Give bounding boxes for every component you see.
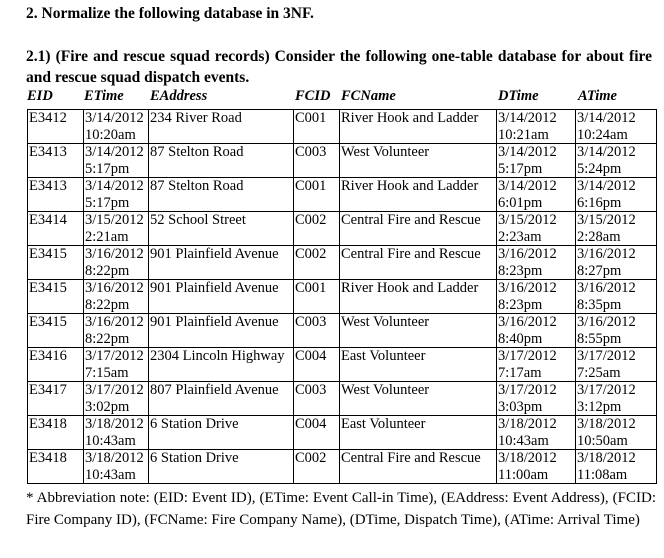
column-header-fcid: FCID xyxy=(295,88,331,104)
cell-eaddress: 6 Station Drive xyxy=(148,415,294,450)
section-heading: 2. Normalize the following database in 3… xyxy=(26,5,314,22)
cell-atime: 3/18/2012 11:08am xyxy=(575,449,657,484)
cell-etime: 3/18/2012 10:43am xyxy=(83,415,149,450)
cell-dtime: 3/14/2012 5:17pm xyxy=(496,143,576,178)
cell-dtime: 3/16/2012 8:40pm xyxy=(496,313,576,348)
column-header-atime: ATime xyxy=(578,88,617,104)
cell-fcid: C003 xyxy=(293,381,340,416)
question-intro: 2.1) (Fire and rescue squad records) Con… xyxy=(26,48,652,86)
cell-fcname: River Hook and Ladder xyxy=(339,279,497,314)
cell-etime: 3/17/2012 7:15am xyxy=(83,347,149,382)
cell-dtime: 3/14/2012 10:21am xyxy=(496,109,576,144)
table-row: E3412 3/14/2012 10:20am 234 River Road C001… xyxy=(27,109,657,144)
cell-eid: E3415 xyxy=(27,245,84,280)
cell-fcname: West Volunteer xyxy=(339,381,497,416)
cell-fcname: Central Fire and Rescue xyxy=(339,449,497,484)
table-row: E3415 3/16/2012 8:22pm 901 Plainfield Aven… xyxy=(27,245,657,280)
cell-eaddress: 901 Plainfield Avenue xyxy=(148,245,294,280)
cell-atime: 3/14/2012 5:24pm xyxy=(575,143,657,178)
cell-eid: E3413 xyxy=(27,143,84,178)
cell-dtime: 3/17/2012 7:17am xyxy=(496,347,576,382)
cell-fcid: C001 xyxy=(293,279,340,314)
cell-atime: 3/17/2012 7:25am xyxy=(575,347,657,382)
cell-eid: E3416 xyxy=(27,347,84,382)
cell-dtime: 3/18/2012 10:43am xyxy=(496,415,576,450)
cell-eid: E3418 xyxy=(27,415,84,450)
cell-fcid: C002 xyxy=(293,211,340,246)
cell-fcname: Central Fire and Rescue xyxy=(339,211,497,246)
cell-etime: 3/14/2012 5:17pm xyxy=(83,143,149,178)
cell-dtime: 3/16/2012 8:23pm xyxy=(496,245,576,280)
cell-fcname: West Volunteer xyxy=(339,143,497,178)
cell-etime: 3/18/2012 10:43am xyxy=(83,449,149,484)
cell-fcid: C004 xyxy=(293,415,340,450)
cell-atime: 3/16/2012 8:55pm xyxy=(575,313,657,348)
column-header-etime: ETime xyxy=(84,88,124,104)
cell-dtime: 3/15/2012 2:23am xyxy=(496,211,576,246)
cell-etime: 3/14/2012 5:17pm xyxy=(83,177,149,212)
table-row: E3417 3/17/2012 3:02pm 807 Plainfield Aven… xyxy=(27,381,657,416)
cell-atime: 3/18/2012 10:50am xyxy=(575,415,657,450)
column-header-eid: EID xyxy=(27,88,53,104)
table-row: E3418 3/18/2012 10:43am 6 Station Drive C00… xyxy=(27,449,657,484)
cell-fcid: C003 xyxy=(293,143,340,178)
cell-eid: E3413 xyxy=(27,177,84,212)
cell-etime: 3/16/2012 8:22pm xyxy=(83,279,149,314)
cell-dtime: 3/16/2012 8:23pm xyxy=(496,279,576,314)
column-header-dtime: DTime xyxy=(498,88,539,104)
cell-eid: E3412 xyxy=(27,109,84,144)
cell-eaddress: 52 School Street xyxy=(148,211,294,246)
cell-fcid: C001 xyxy=(293,177,340,212)
cell-fcname: River Hook and Ladder xyxy=(339,109,497,144)
cell-atime: 3/15/2012 2:28am xyxy=(575,211,657,246)
cell-fcid: C003 xyxy=(293,313,340,348)
abbreviation-note: * Abbreviation note: (EID: Event ID), (E… xyxy=(26,490,656,528)
cell-fcname: East Volunteer xyxy=(339,347,497,382)
table-row: E3413 3/14/2012 5:17pm 87 Stelton Road C003… xyxy=(27,143,657,178)
cell-fcname: West Volunteer xyxy=(339,313,497,348)
cell-etime: 3/16/2012 8:22pm xyxy=(83,245,149,280)
cell-eaddress: 2304 Lincoln Highway xyxy=(148,347,294,382)
cell-fcname: River Hook and Ladder xyxy=(339,177,497,212)
column-header-eaddress: EAddress xyxy=(150,88,208,104)
cell-eid: E3415 xyxy=(27,279,84,314)
cell-fcid: C002 xyxy=(293,245,340,280)
cell-atime: 3/14/2012 6:16pm xyxy=(575,177,657,212)
cell-fcid: C002 xyxy=(293,449,340,484)
column-header-fcname: FCName xyxy=(341,88,396,104)
table-row: E3415 3/16/2012 8:22pm 901 Plainfield Aven… xyxy=(27,313,657,348)
cell-eaddress: 901 Plainfield Avenue xyxy=(148,279,294,314)
cell-eaddress: 6 Station Drive xyxy=(148,449,294,484)
table-row: E3418 3/18/2012 10:43am 6 Station Drive C00… xyxy=(27,415,657,450)
cell-eaddress: 807 Plainfield Avenue xyxy=(148,381,294,416)
cell-etime: 3/14/2012 10:20am xyxy=(83,109,149,144)
cell-atime: 3/16/2012 8:27pm xyxy=(575,245,657,280)
cell-fcid: C004 xyxy=(293,347,340,382)
cell-eid: E3414 xyxy=(27,211,84,246)
table-row: E3413 3/14/2012 5:17pm 87 Stelton Road C001… xyxy=(27,177,657,212)
cell-atime: 3/16/2012 8:35pm xyxy=(575,279,657,314)
table-row: E3415 3/16/2012 8:22pm 901 Plainfield Aven… xyxy=(27,279,657,314)
dispatch-events-table: E3412 3/14/2012 10:20am 234 River Road C001… xyxy=(27,109,657,484)
cell-eid: E3417 xyxy=(27,381,84,416)
cell-fcid: C001 xyxy=(293,109,340,144)
cell-eaddress: 234 River Road xyxy=(148,109,294,144)
cell-etime: 3/15/2012 2:21am xyxy=(83,211,149,246)
cell-eid: E3415 xyxy=(27,313,84,348)
cell-eaddress: 901 Plainfield Avenue xyxy=(148,313,294,348)
cell-dtime: 3/18/2012 11:00am xyxy=(496,449,576,484)
cell-atime: 3/14/2012 10:24am xyxy=(575,109,657,144)
cell-eid: E3418 xyxy=(27,449,84,484)
cell-etime: 3/16/2012 8:22pm xyxy=(83,313,149,348)
cell-atime: 3/17/2012 3:12pm xyxy=(575,381,657,416)
cell-eaddress: 87 Stelton Road xyxy=(148,177,294,212)
table-row: E3414 3/15/2012 2:21am 52 School Street C00… xyxy=(27,211,657,246)
cell-fcname: Central Fire and Rescue xyxy=(339,245,497,280)
cell-dtime: 3/14/2012 6:01pm xyxy=(496,177,576,212)
cell-etime: 3/17/2012 3:02pm xyxy=(83,381,149,416)
cell-eaddress: 87 Stelton Road xyxy=(148,143,294,178)
cell-dtime: 3/17/2012 3:03pm xyxy=(496,381,576,416)
cell-fcname: East Volunteer xyxy=(339,415,497,450)
table-row: E3416 3/17/2012 7:15am 2304 Lincoln Highwa… xyxy=(27,347,657,382)
